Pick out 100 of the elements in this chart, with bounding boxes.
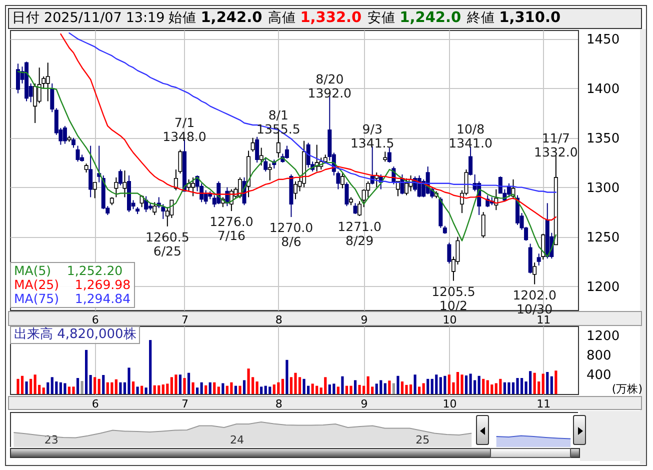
bar [290,377,293,394]
bar [183,378,186,394]
bar [422,383,425,394]
annotation: 10/8 1341.0 [448,122,492,151]
bar [50,377,54,394]
x-tick-label: 6 [92,398,99,410]
bar [268,386,272,394]
x-tick-label: 6 [92,314,99,326]
bar [260,386,263,394]
candlestick [76,145,80,162]
y-tick-label: 1400 [586,82,620,97]
bar [136,386,139,394]
bar [204,385,208,394]
candlestick [259,147,264,166]
bar [550,376,553,394]
candlestick [250,137,255,152]
bar [430,378,434,394]
text: MA(25) 1,269.98 [14,277,131,292]
bar [554,370,558,394]
bar [494,383,498,394]
candlestick [114,176,118,198]
bar [546,372,549,394]
bar [380,380,382,394]
x-tick-label: 25 [416,434,430,446]
bar [482,378,485,394]
candlestick [481,212,486,238]
bar [55,381,58,394]
bar [414,374,416,394]
candlestick [468,146,473,176]
bar [187,372,190,394]
text: MA(75) 1,294.84 [14,291,131,306]
candlestick [204,190,208,205]
y-tick-label: 400 [586,368,612,384]
bar [336,386,340,394]
bar [162,384,164,394]
bar [149,340,152,394]
candlestick [46,62,50,102]
candlestick [268,163,272,181]
candlestick [152,202,157,216]
bar [392,383,395,394]
candlestick [284,145,289,160]
x-tick-label: 24 [230,434,244,446]
bar [418,386,421,394]
candlestick [255,136,260,164]
candlestick [344,182,349,207]
chart-title: 出来高 4,820,000株 [10,326,140,344]
candlestick [144,196,148,213]
bar [439,377,442,394]
bar [153,385,156,394]
bar [354,380,357,394]
y-tick-label: 800 [586,348,612,364]
bar [469,374,472,394]
annotation: 1271.0 8/29 [338,219,382,248]
candlestick [118,169,122,186]
bar [25,381,28,394]
text: MA(5) 1,252.20 [14,263,123,278]
bar [298,377,302,394]
bar [444,376,446,394]
bar [366,376,370,394]
candlestick [92,182,97,199]
bar [512,382,515,394]
bar [34,374,36,394]
bar [464,375,468,394]
bar [64,383,66,394]
bar [281,378,284,394]
bar [324,377,327,394]
candlestick [383,151,388,162]
bar [409,384,412,394]
bar [456,372,460,394]
bar [110,382,114,394]
bar [20,376,24,394]
annotation: 1276.0 7/16 [210,214,254,244]
candlestick [541,233,546,260]
x-tick-label: 7 [181,314,188,326]
bar [533,372,536,394]
x-tick-label: 10 [442,398,457,410]
bar [128,368,130,394]
bar [102,375,105,394]
bar [89,375,92,394]
bar [272,384,276,394]
bar [294,372,297,394]
bar [277,382,280,394]
bar [460,374,464,394]
y-tick-label: 1300 [586,180,620,196]
bar [174,374,178,394]
bar [222,383,224,394]
candlestick [71,137,76,148]
bar [94,377,96,394]
bar [520,378,524,394]
x-tick-label: 8 [275,398,282,410]
candlestick [264,157,268,172]
bar [140,386,144,394]
bar [16,378,20,394]
x-tick-label: 8 [275,314,282,326]
bar [98,378,100,394]
bar [345,386,348,394]
x-tick-label: 9 [360,398,368,410]
candlestick [447,242,452,264]
bar [400,381,404,394]
bar [158,385,160,394]
